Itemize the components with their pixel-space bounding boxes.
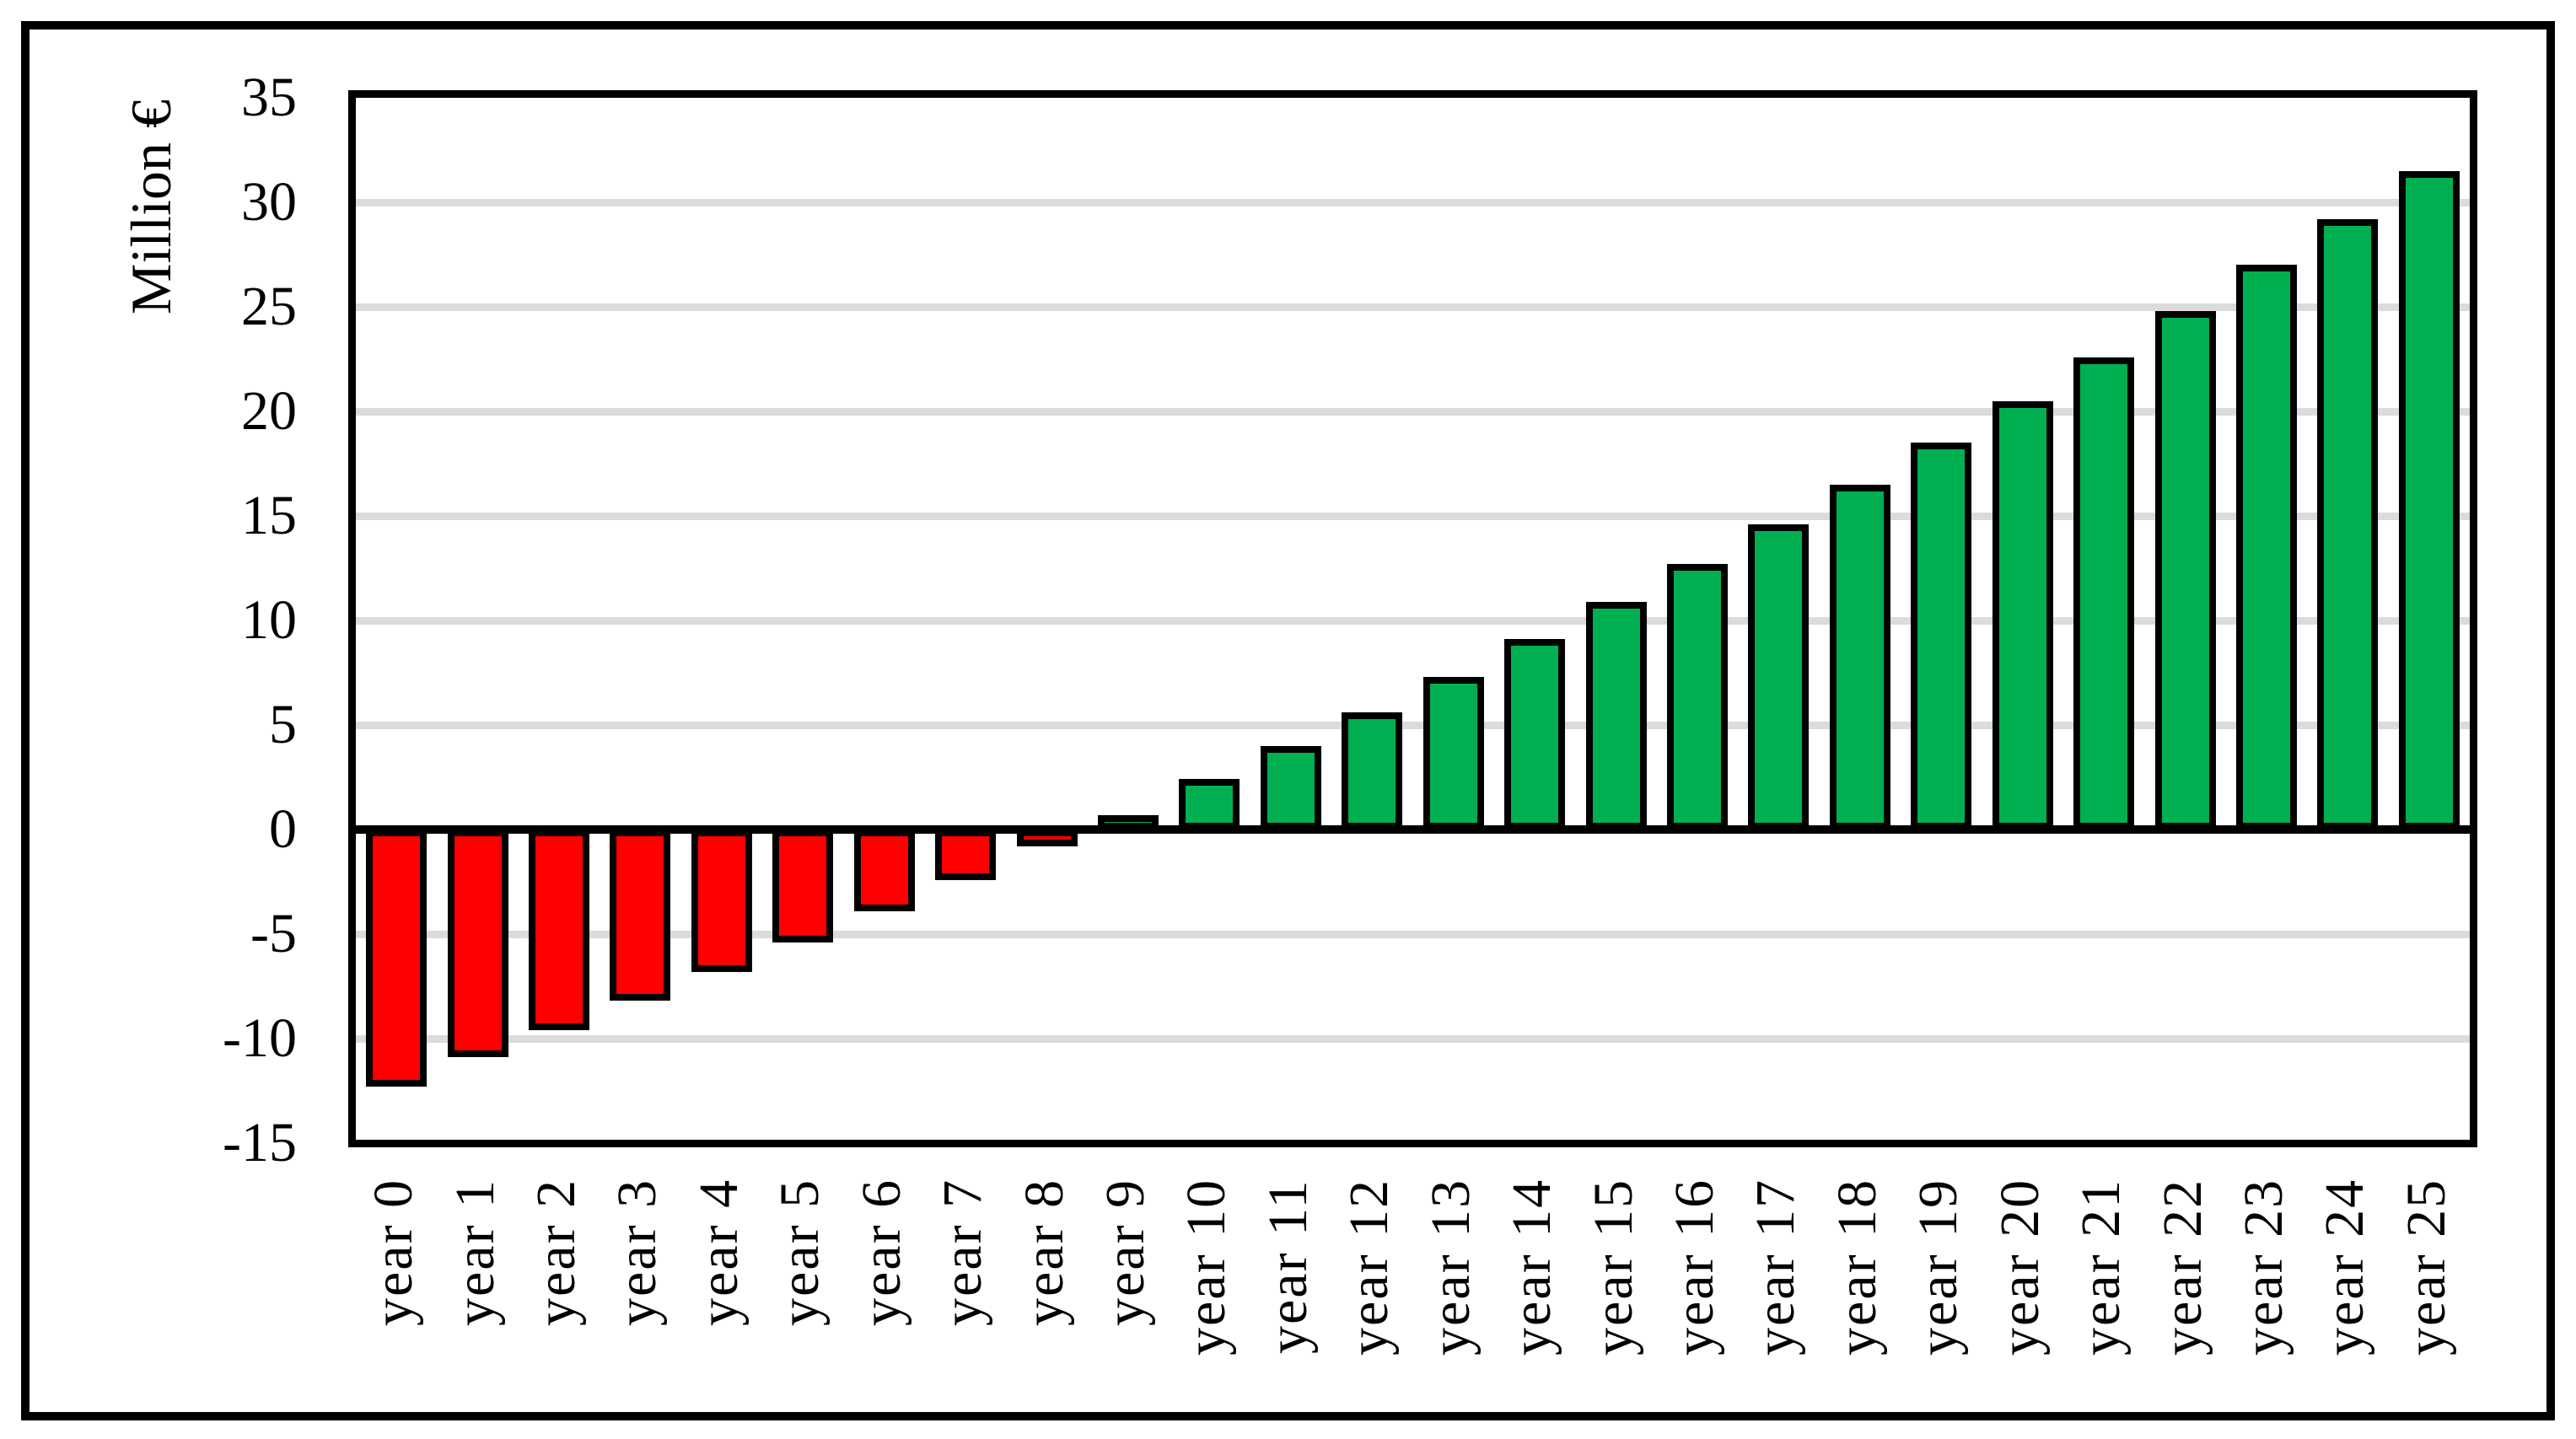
x-tick-label-year-18: year 18 bbox=[1826, 1179, 1888, 1356]
bar-year-2 bbox=[529, 830, 590, 1031]
gridline-10 bbox=[356, 616, 2470, 625]
x-tick-label-year-9: year 9 bbox=[1094, 1179, 1157, 1327]
bar-year-21 bbox=[2073, 357, 2135, 830]
x-tick-label-year-7: year 7 bbox=[932, 1179, 994, 1327]
y-tick-label-30: 30 bbox=[241, 171, 297, 233]
gridline-25 bbox=[356, 303, 2470, 311]
bar-year-0 bbox=[366, 830, 428, 1087]
y-tick-label-5: 5 bbox=[269, 694, 297, 755]
x-tick-label-year-0: year 0 bbox=[363, 1179, 425, 1327]
x-tick-label-year-5: year 5 bbox=[769, 1179, 831, 1327]
bar-year-17 bbox=[1748, 524, 1810, 830]
bar-year-19 bbox=[1911, 443, 1972, 830]
x-tick-label-year-24: year 24 bbox=[2314, 1179, 2376, 1356]
bar-year-24 bbox=[2317, 218, 2379, 830]
x-tick-label-year-21: year 21 bbox=[2070, 1179, 2132, 1356]
bar-year-22 bbox=[2154, 310, 2216, 830]
gridline-30 bbox=[356, 198, 2470, 207]
bar-year-1 bbox=[447, 830, 508, 1058]
gridline-20 bbox=[356, 407, 2470, 416]
y-tick-label-35: 35 bbox=[241, 67, 297, 128]
gridline-15 bbox=[356, 512, 2470, 520]
x-tick-label-year-1: year 1 bbox=[444, 1179, 506, 1327]
x-tick-label-year-16: year 16 bbox=[1663, 1179, 1725, 1356]
y-tick-label-25: 25 bbox=[241, 276, 297, 337]
y-tick-label--5: -5 bbox=[250, 903, 297, 964]
y-tick-label-20: 20 bbox=[241, 380, 297, 442]
x-tick-label-year-2: year 2 bbox=[525, 1179, 588, 1327]
bar-year-3 bbox=[610, 830, 671, 1001]
gridline--5 bbox=[356, 930, 2470, 938]
bar-year-18 bbox=[1829, 484, 1890, 830]
y-tick-label-15: 15 bbox=[241, 485, 297, 546]
x-tick-label-year-4: year 4 bbox=[687, 1179, 750, 1327]
bar-year-4 bbox=[691, 830, 752, 972]
y-tick-label--15: -15 bbox=[223, 1112, 297, 1173]
x-tick-label-year-15: year 15 bbox=[1582, 1179, 1644, 1356]
x-tick-label-year-10: year 10 bbox=[1175, 1179, 1238, 1356]
y-tick-label--10: -10 bbox=[223, 1007, 297, 1069]
bar-year-16 bbox=[1666, 564, 1728, 830]
gridline--10 bbox=[356, 1034, 2470, 1043]
y-tick-label-0: 0 bbox=[269, 798, 297, 860]
x-tick-label-year-14: year 14 bbox=[1501, 1179, 1563, 1356]
plot-area bbox=[348, 90, 2477, 1147]
x-tick-label-year-22: year 22 bbox=[2151, 1179, 2213, 1356]
y-tick-label-10: 10 bbox=[241, 589, 297, 651]
bar-year-23 bbox=[2235, 265, 2297, 830]
figure-border bbox=[21, 21, 2555, 1420]
x-tick-label-year-19: year 19 bbox=[1907, 1179, 1970, 1356]
bar-year-7 bbox=[935, 830, 997, 880]
bar-year-6 bbox=[853, 830, 915, 911]
x-tick-label-year-12: year 12 bbox=[1338, 1179, 1401, 1356]
bar-year-5 bbox=[772, 830, 834, 942]
bar-year-10 bbox=[1179, 779, 1240, 830]
bar-year-15 bbox=[1585, 601, 1647, 830]
x-tick-label-year-8: year 8 bbox=[1013, 1179, 1075, 1327]
bar-year-20 bbox=[1992, 400, 2053, 830]
x-tick-label-year-25: year 25 bbox=[2395, 1179, 2457, 1356]
x-tick-label-year-17: year 17 bbox=[1745, 1179, 1807, 1356]
bar-year-14 bbox=[1504, 639, 1566, 830]
x-tick-label-year-11: year 11 bbox=[1256, 1179, 1319, 1354]
bar-year-12 bbox=[1342, 712, 1403, 830]
x-tick-label-year-20: year 20 bbox=[1988, 1179, 2051, 1356]
bar-year-13 bbox=[1422, 676, 1484, 830]
x-tick-label-year-13: year 13 bbox=[1419, 1179, 1482, 1356]
zero-axis-line bbox=[356, 825, 2470, 834]
x-tick-label-year-23: year 23 bbox=[2232, 1179, 2294, 1356]
gridline-5 bbox=[356, 721, 2470, 729]
x-tick-label-year-6: year 6 bbox=[850, 1179, 912, 1327]
x-tick-label-year-3: year 3 bbox=[606, 1179, 669, 1327]
bar-year-11 bbox=[1260, 745, 1321, 830]
bar-year-25 bbox=[2398, 170, 2460, 830]
